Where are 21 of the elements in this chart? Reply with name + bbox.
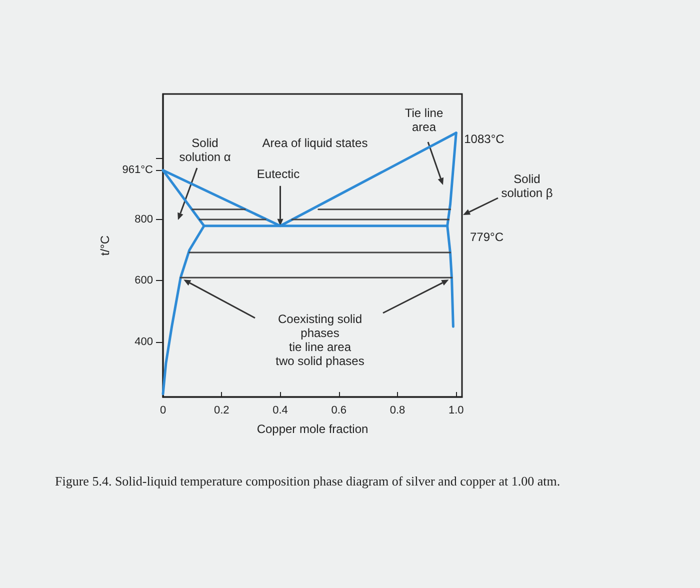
- y-axis-title: t/°C: [98, 235, 112, 256]
- x-axis-title: Copper mole fraction: [256, 422, 368, 436]
- text: Solid solution β: [501, 172, 553, 200]
- y-tick-label: 961°C: [122, 164, 154, 176]
- text: 779°C: [470, 230, 504, 244]
- annotation: Coexisting solid phases tie line area two solid phases: [276, 312, 364, 368]
- x-tick-label: 0.6: [331, 404, 347, 416]
- annotation: Area of liquid states: [262, 136, 368, 150]
- y-tick-label: 800: [134, 213, 153, 226]
- x-tick-label: 0: [160, 404, 166, 416]
- annotation: Solid solution α: [179, 136, 231, 164]
- annotation: 1083°C: [464, 132, 505, 146]
- y-tick-label: 600: [134, 274, 153, 287]
- caption: Figure 5.4. Solid-liquid temperature composition phase diagram of silver and copper at 1.00 atm.: [55, 474, 560, 488]
- x-tick-label: 0.2: [214, 404, 230, 416]
- annotation: Eutectic: [256, 166, 300, 181]
- x-tick-label: 1.0: [448, 404, 464, 416]
- y-tick-label: 400: [134, 336, 153, 348]
- annotation: Tie line area: [404, 106, 444, 134]
- x-tick-label: 0.8: [390, 404, 406, 416]
- x-tick-label: 0.4: [272, 404, 288, 416]
